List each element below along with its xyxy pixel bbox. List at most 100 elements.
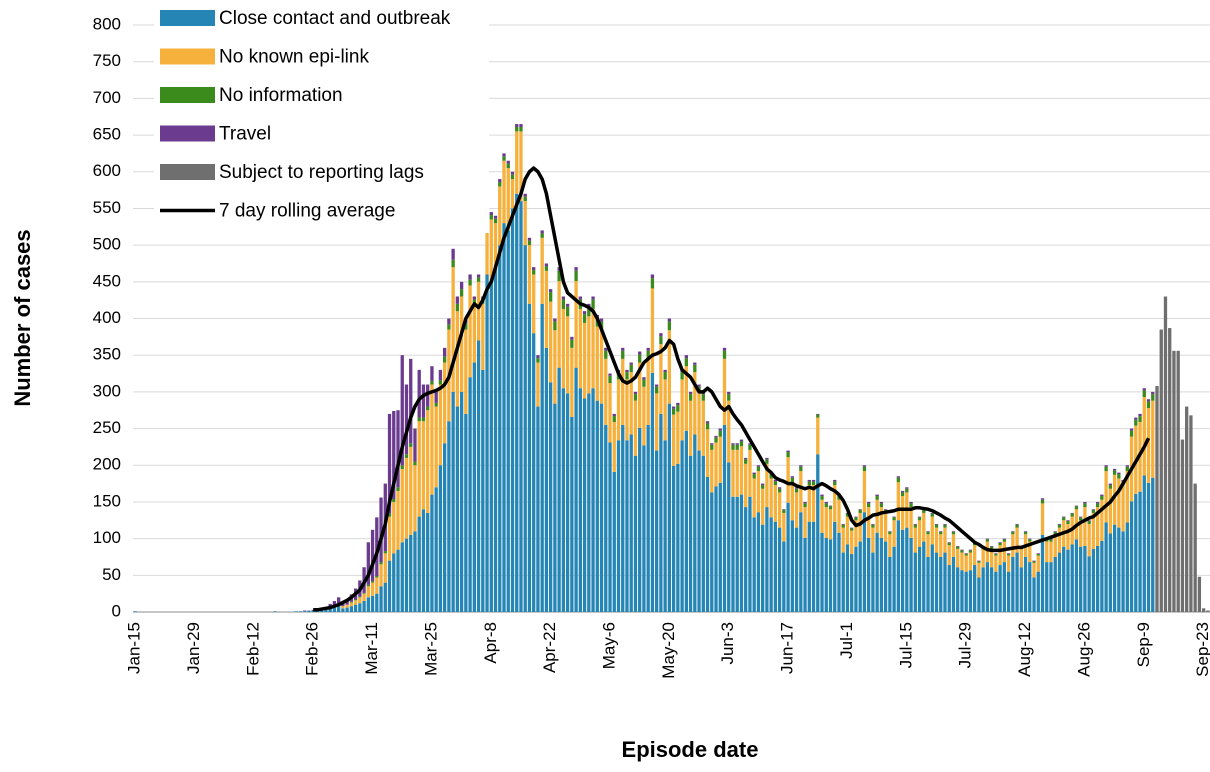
bar-segment [447, 421, 451, 612]
bar-segment [404, 457, 409, 539]
bar-segment [956, 548, 960, 568]
bar-segment [557, 367, 561, 612]
bar-segment [421, 417, 426, 422]
bar-segment [324, 609, 328, 612]
bar-segment [502, 223, 506, 613]
bar-segment [1104, 465, 1108, 467]
bar-segment [879, 507, 884, 538]
bar-segment [1045, 562, 1049, 612]
bar-segment [345, 600, 349, 605]
bar-segment [710, 444, 714, 450]
bar-segment [964, 553, 968, 555]
x-tick-label: Jan-29 [184, 622, 203, 674]
bar-segment [943, 524, 947, 528]
bar-segment [909, 501, 913, 504]
y-tick-label: 50 [102, 565, 121, 584]
bar-segment [922, 512, 926, 542]
bar-segment [777, 527, 782, 612]
bar-segment [739, 494, 744, 612]
bar-segment [888, 532, 892, 535]
bar-segment [1083, 503, 1087, 508]
bar-segment [629, 372, 633, 435]
bar-segment [892, 517, 896, 521]
bar-segment [383, 551, 387, 554]
bar-segment [404, 454, 409, 458]
bar-segment [599, 403, 604, 612]
bar-segment [438, 380, 443, 385]
axes: 0 50 100 150 200 250 300 350 400 450 500 550 600 650 7… [93, 14, 1210, 678]
bar-segment [375, 593, 379, 612]
bar-segment [1028, 562, 1032, 612]
bar-segment [951, 532, 956, 535]
bar-segment [527, 240, 532, 246]
bar-segment [404, 538, 409, 612]
bar-segment [1117, 478, 1121, 528]
bar-segment [816, 454, 820, 612]
bar-segment [1023, 532, 1028, 535]
bar-segment [481, 369, 485, 612]
bar-segment [1091, 548, 1096, 612]
bar-segment [358, 603, 362, 612]
bar-segment [680, 372, 684, 380]
bar-segment [366, 586, 370, 598]
bar-segment [769, 474, 773, 479]
bar-segment [1032, 561, 1036, 563]
bar-segment [947, 545, 951, 566]
x-tick-label: Mar-11 [362, 622, 381, 675]
bar-segment [1197, 576, 1202, 612]
bar-segment [434, 406, 438, 488]
bar-segment [655, 450, 659, 612]
bar-segment [472, 299, 476, 304]
bar-segment [540, 233, 544, 238]
bar-segment [523, 201, 527, 246]
bar-segment [612, 416, 616, 422]
bar-segment [642, 386, 646, 446]
bar-segment [854, 520, 858, 547]
bar-segment [608, 375, 612, 384]
bar-segment [761, 524, 765, 612]
rolling-average-line [313, 166, 1151, 612]
bar-segment [748, 496, 752, 612]
bar-segment [1087, 523, 1091, 557]
bar-segment [336, 606, 341, 612]
bar-segment [451, 267, 455, 392]
bar-segment [493, 267, 498, 612]
bar-segment [468, 377, 472, 612]
bar-segment [994, 554, 998, 556]
bar-segment [917, 517, 922, 521]
bar-segment [943, 523, 947, 525]
bar-segment [841, 527, 845, 553]
bar-segment [366, 584, 370, 587]
bar-segment [667, 318, 672, 322]
bar-segment [493, 218, 498, 224]
bar-segment [565, 316, 570, 394]
bar-segment [1176, 350, 1180, 612]
y-tick-label: 800 [93, 14, 121, 33]
bar-segment [553, 321, 557, 331]
bar-segment [527, 237, 532, 241]
bar-segment [871, 552, 875, 612]
bar-segment [837, 532, 841, 612]
bar-segment [913, 552, 917, 612]
bar-segment [320, 609, 324, 612]
bar-segment [553, 330, 557, 404]
bar-segment [663, 379, 667, 441]
bar-segment [1168, 328, 1172, 612]
lines [313, 166, 1151, 612]
bar-segment [447, 318, 451, 325]
bar-segment [459, 296, 464, 392]
bar-segment [409, 534, 413, 612]
bar-segment [977, 561, 981, 563]
bar-segment [1079, 546, 1083, 612]
bar-segment [1095, 507, 1100, 546]
bar-segment [1134, 493, 1138, 612]
y-tick-label: 150 [93, 491, 121, 510]
bar-segment [400, 542, 404, 612]
bar-segment [400, 468, 404, 543]
bar-segment [561, 308, 566, 389]
bar-segment [1087, 556, 1091, 612]
bar-segment [858, 512, 862, 542]
bar-segment [544, 347, 549, 612]
bar-segment [387, 413, 392, 514]
bar-segment [744, 463, 748, 508]
